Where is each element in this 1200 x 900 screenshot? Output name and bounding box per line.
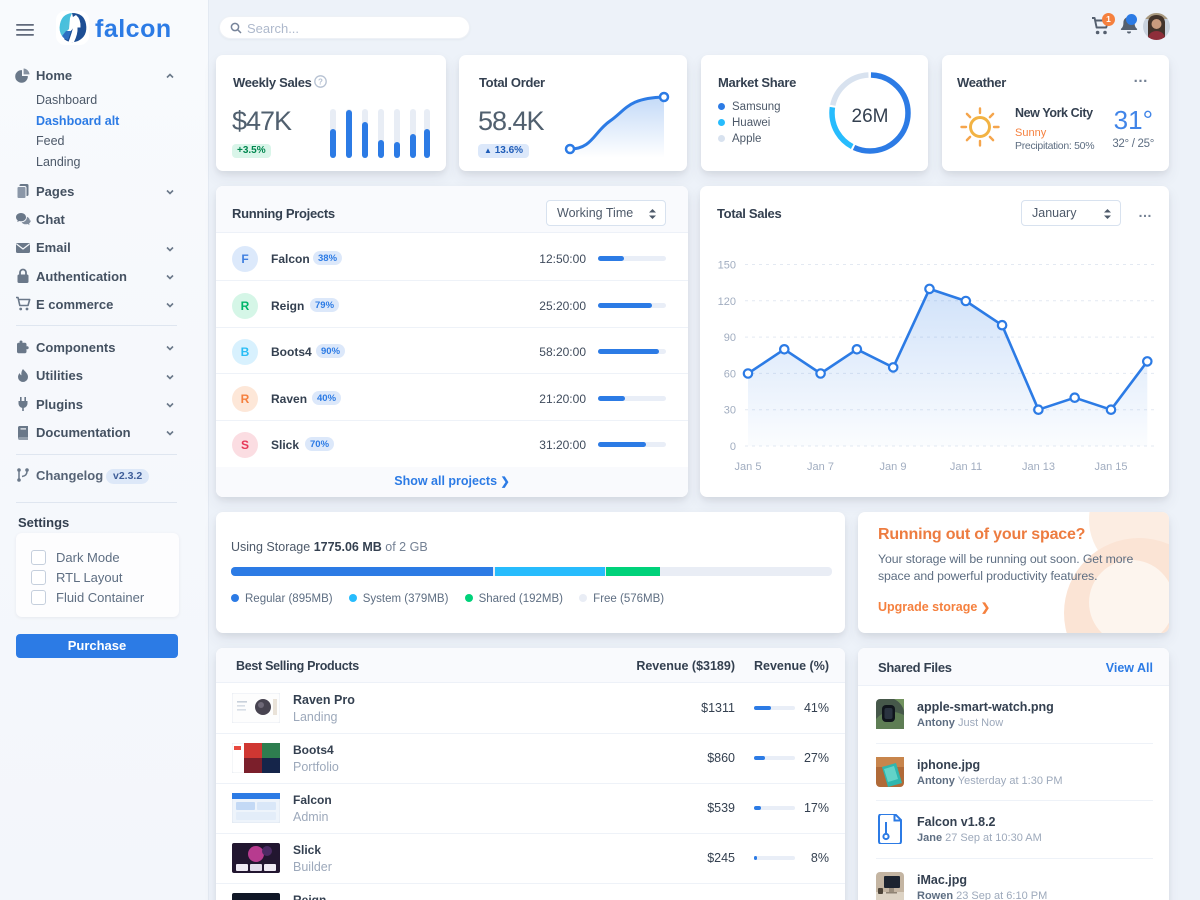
svg-text:Jan 7: Jan 7 <box>807 461 834 473</box>
svg-text:Jan 5: Jan 5 <box>735 461 762 473</box>
svg-text:120: 120 <box>718 296 736 308</box>
svg-text:Jan 15: Jan 15 <box>1094 461 1127 473</box>
svg-text:?: ? <box>318 77 323 86</box>
svg-text:Jan 9: Jan 9 <box>880 461 907 473</box>
svg-text:90: 90 <box>724 332 736 344</box>
svg-text:Jan 11: Jan 11 <box>950 461 982 473</box>
svg-text:0: 0 <box>730 441 736 453</box>
svg-text:26M: 26M <box>852 106 889 127</box>
svg-text:60: 60 <box>724 368 736 380</box>
svg-text:Jan 13: Jan 13 <box>1022 461 1055 473</box>
svg-text:150: 150 <box>718 260 736 272</box>
svg-text:30: 30 <box>724 405 736 417</box>
